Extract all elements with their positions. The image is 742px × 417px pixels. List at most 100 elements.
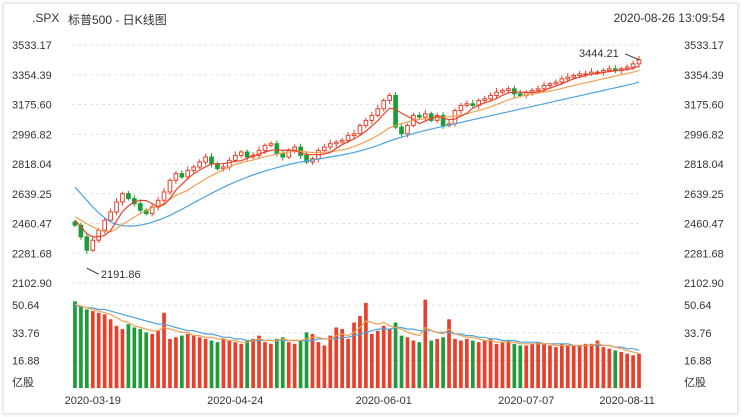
ma20-line (74, 81, 640, 227)
price-tick-right: 2639.25 (684, 189, 724, 201)
volume-tick-left: 50.64 (12, 300, 40, 312)
volume-bar (560, 343, 564, 388)
price-tick-left: 2460.47 (12, 219, 52, 231)
volume-bar (548, 345, 552, 388)
volume-bar (387, 329, 392, 388)
candle-down (209, 156, 214, 165)
price-tick-left: 2996.82 (12, 129, 52, 141)
moving-average-lines (74, 65, 640, 238)
volume-bar (286, 342, 291, 388)
ma5-line (74, 65, 640, 238)
annotations: 3444.21 2191.86 (86, 48, 640, 281)
volume-bar (174, 337, 178, 388)
volume-tick-left: 33.76 (12, 328, 40, 340)
volume-bar (364, 302, 368, 388)
volume-bar (554, 347, 558, 388)
chart-title: 标普500 - 日K线图 (68, 13, 167, 27)
volume-bar (435, 338, 439, 388)
date-tick: 2020-03-19 (65, 395, 121, 407)
candle-up (369, 114, 375, 121)
volume-bar (257, 335, 261, 388)
candle-up (232, 154, 238, 161)
volume-bar (607, 348, 612, 388)
volume-bar (595, 340, 600, 388)
candle-down (399, 126, 404, 135)
volume-bar (221, 338, 226, 388)
volume-bar (310, 334, 315, 388)
volume-bar (227, 340, 232, 388)
volume-bar (132, 327, 137, 388)
price-tick-right: 2818.04 (684, 159, 724, 171)
low-pointer (86, 267, 100, 275)
candle-up (607, 68, 612, 71)
volume-bar (96, 312, 101, 388)
candle-up (268, 143, 274, 146)
volume-bar (637, 353, 641, 388)
volume-tick-right: 33.76 (684, 328, 712, 340)
candle-up (327, 143, 333, 148)
candle-up (559, 78, 565, 83)
volume-bar (459, 340, 463, 388)
volume-bar (619, 352, 624, 388)
volume-bar (393, 322, 398, 388)
candle-up (583, 73, 588, 76)
volume-bar (500, 342, 505, 388)
candle-up (541, 84, 547, 90)
price-tick-left: 2639.25 (12, 189, 52, 201)
volume-bar (352, 322, 356, 388)
candle-up (149, 206, 155, 215)
candle-down (470, 103, 476, 106)
candle-down (512, 88, 517, 95)
symbol-label: .SPX (32, 11, 60, 25)
volume-bar (506, 340, 511, 388)
volume-bar (447, 319, 451, 388)
volume-bar (79, 306, 83, 388)
volume-bar (251, 338, 255, 388)
candle-up (114, 201, 119, 213)
chart-header: .SPX 标普500 - 日K线图 2020-08-26 13:09:54 (4, 4, 737, 30)
candle-up (120, 193, 125, 203)
volume-bar (239, 343, 244, 388)
volume-bar (185, 334, 190, 388)
candle-down (274, 143, 280, 155)
candle-up (197, 161, 202, 168)
candle-up (482, 98, 487, 101)
candle-up (630, 63, 636, 68)
candle-up (624, 66, 630, 70)
volume-bar (589, 343, 594, 388)
candle-down (215, 163, 220, 170)
volume-bar (138, 329, 143, 388)
volume-bar (411, 340, 416, 388)
date-tick: 2020-04-24 (207, 395, 263, 407)
volume-bar (417, 342, 422, 388)
volume-bar (180, 335, 184, 388)
volume-bar (120, 329, 125, 388)
volume-bar (191, 335, 196, 388)
volume-bar (542, 343, 546, 388)
candle-up (333, 141, 339, 145)
volume-bar (245, 340, 249, 388)
candle-down (304, 154, 309, 163)
volume-bar (524, 345, 529, 388)
candle-up (322, 146, 327, 151)
volume-tick-left: 16.88 (12, 355, 40, 367)
candle-up (636, 59, 642, 65)
candle-down (393, 94, 398, 128)
volume-bar (73, 301, 77, 388)
candle-up (375, 108, 381, 116)
candle-up (90, 239, 96, 251)
volume-bar (423, 299, 428, 388)
candle-up (96, 229, 102, 241)
candle-up (185, 169, 191, 178)
volume-bar (494, 343, 499, 388)
volume-bar (518, 345, 523, 388)
volume-tick-right: 50.64 (684, 300, 712, 312)
candle-down (440, 114, 446, 126)
candle-up (238, 151, 244, 156)
candle-up (173, 173, 179, 181)
candle-up (553, 81, 559, 85)
volume-bar (530, 343, 534, 388)
volume-bar (441, 337, 445, 388)
high-value-label: 3444.21 (579, 48, 619, 60)
